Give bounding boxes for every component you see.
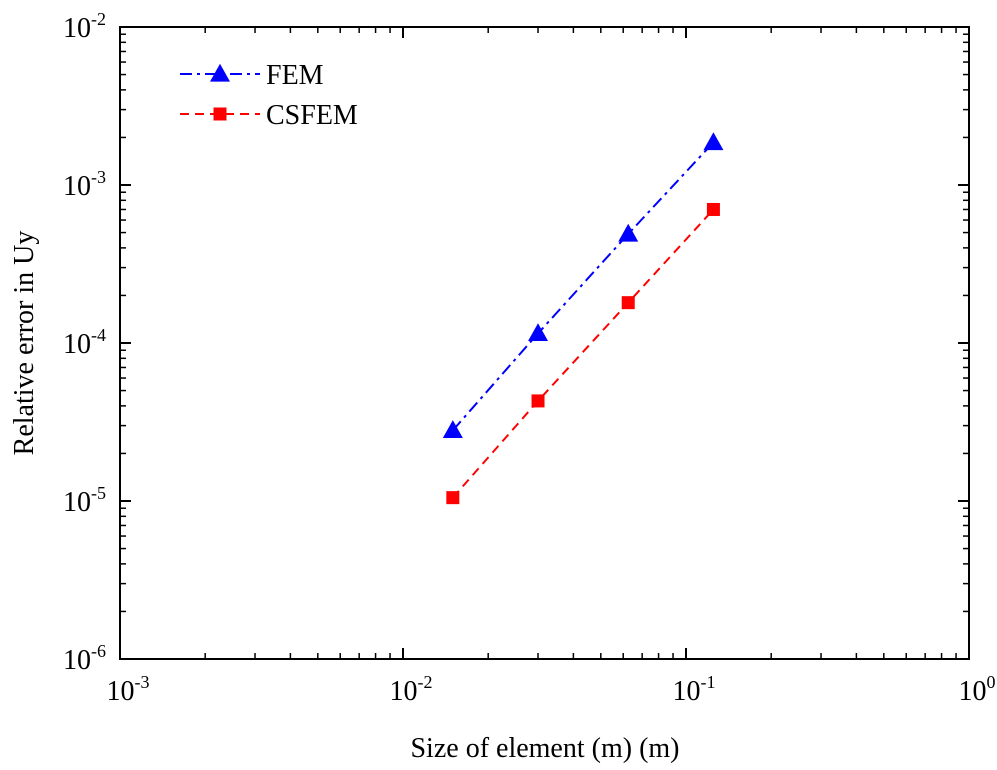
x-tick-label: 100: [959, 672, 996, 707]
data-point-csfem: [621, 296, 635, 310]
data-point-csfem: [531, 394, 545, 408]
x-tick-label: 10-1: [673, 672, 716, 707]
major-ticks: [119, 26, 970, 660]
tick-labels: 10-3 10-2 10-1 100 10-6 10-5 10-4 10-3 10-2: [63, 9, 996, 707]
x-tick-label: 10-3: [107, 672, 150, 707]
legend: FEM CSFEM: [180, 60, 358, 131]
data-point-csfem: [446, 491, 460, 505]
series-layer: [442, 132, 724, 505]
plot-frame: [119, 26, 970, 660]
data-point-fem: [703, 132, 724, 151]
y-tick-label: 10-4: [63, 325, 106, 360]
series-line-csfem: [452, 208, 715, 499]
y-tick-label: 10-3: [63, 167, 106, 202]
series-line-fem: [452, 141, 715, 432]
data-point-fem: [442, 420, 463, 438]
y-axis-label: Relative error in Uy: [9, 231, 40, 456]
legend-label-csfem: CSFEM: [266, 100, 358, 131]
data-point-csfem: [706, 202, 720, 216]
minor-ticks: [120, 27, 969, 659]
legend-marker-csfem: [213, 107, 227, 121]
y-tick-label: 10-6: [63, 641, 106, 676]
data-point-fem: [618, 223, 639, 242]
x-tick-label: 10-2: [390, 672, 433, 707]
legend-label-fem: FEM: [266, 60, 324, 91]
y-tick-label: 10-5: [63, 483, 106, 518]
legend-marker-fem: [210, 63, 230, 82]
x-axis-label: Size of element (m) (m): [410, 733, 679, 764]
data-point-fem: [528, 323, 549, 342]
y-tick-label: 10-2: [63, 9, 106, 44]
